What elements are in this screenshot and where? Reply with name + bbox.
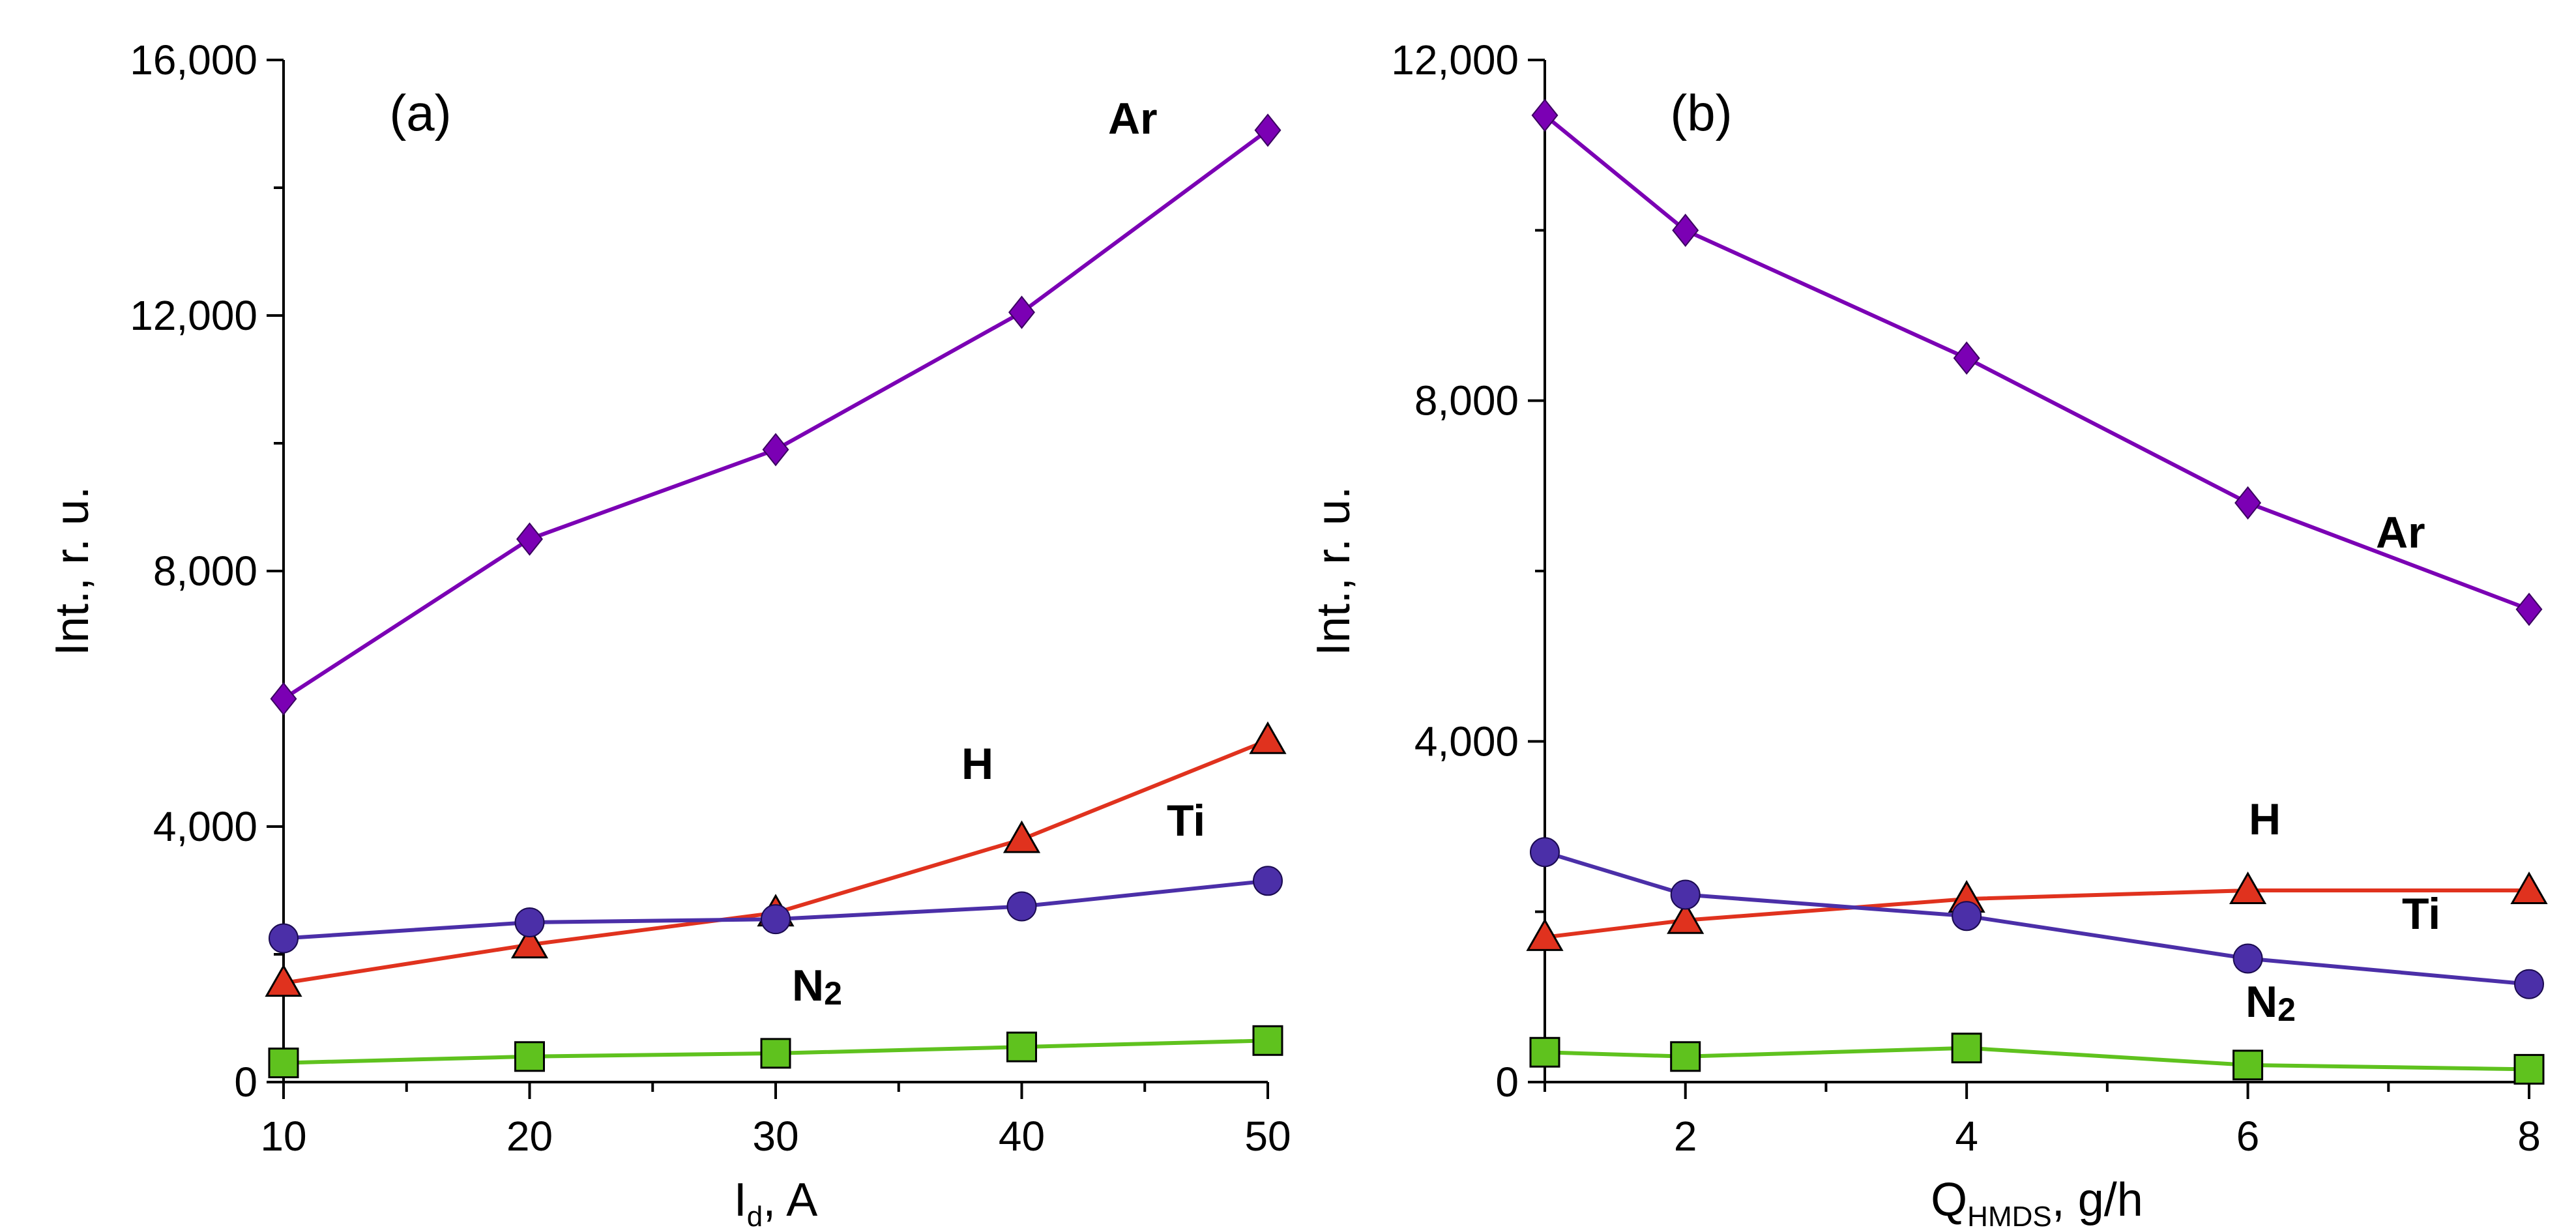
p1-marker-h xyxy=(2510,871,2548,904)
p0-x-tick-label: 30 xyxy=(752,1113,798,1160)
p0-marker-n2 xyxy=(1252,1025,1283,1056)
p1-panel-label: (b) xyxy=(1670,84,1732,141)
p1-x-tick-label: 2 xyxy=(1674,1113,1697,1160)
p0-marker-ar xyxy=(1254,113,1281,147)
p0-series-label-ti: Ti xyxy=(1167,796,1205,845)
p0-y-axis-title: Int., r. u. xyxy=(46,486,98,656)
panel-b: 0 4,000 8,000 12,000 2 4 6 8 QHMDS, g/h Int., r. … xyxy=(1308,37,2548,1232)
p0-series-label-n2: N2 xyxy=(792,961,842,1012)
p0-marker-ti xyxy=(1006,891,1037,922)
p0-y-tick-label: 16,000 xyxy=(130,37,257,83)
p1-marker-ti xyxy=(1530,837,1560,868)
panel-a: 0 4,000 8,000 12,000 16,000 10 20 30 40 50 Id, A In… xyxy=(46,37,1291,1232)
p1-series-label-h: H xyxy=(2249,795,2281,844)
p1-marker-n2 xyxy=(1670,1041,1701,1072)
p0-x-tick-label: 50 xyxy=(1244,1113,1291,1160)
p0-marker-ti xyxy=(761,904,791,935)
p0-series-label-ar: Ar xyxy=(1108,94,1158,143)
p1-series-label-ar: Ar xyxy=(2376,508,2425,557)
p0-y-tick-label: 4,000 xyxy=(153,803,257,850)
p1-marker-ti xyxy=(1670,879,1701,910)
p0-y-tick-label: 0 xyxy=(234,1059,257,1106)
p1-marker-h xyxy=(1526,918,1564,951)
p0-marker-n2 xyxy=(760,1038,791,1069)
p0-marker-n2 xyxy=(268,1048,299,1079)
p1-marker-h xyxy=(2229,871,2267,904)
p1-marker-ar xyxy=(2234,486,2262,520)
p1-marker-h xyxy=(1667,901,1705,934)
p0-series-line-h xyxy=(283,738,1269,986)
p0-marker-ar xyxy=(1008,295,1035,329)
p1-marker-n2 xyxy=(2232,1049,2264,1081)
p0-x-axis-title: Id, A xyxy=(734,1174,818,1232)
p0-y-tick-label: 12,000 xyxy=(130,292,257,339)
p1-marker-ti xyxy=(1952,901,1982,931)
p1-x-axis-title: QHMDS, g/h xyxy=(1931,1174,2143,1232)
p1-y-tick-label: 0 xyxy=(1495,1059,1519,1106)
p0-marker-ar xyxy=(762,433,789,467)
p1-marker-n2 xyxy=(2513,1053,2545,1085)
p1-series-label-ti: Ti xyxy=(2402,889,2440,939)
p0-marker-ti xyxy=(1253,866,1283,896)
p1-marker-n2 xyxy=(1951,1033,1982,1064)
p0-marker-ar xyxy=(516,522,543,556)
p0-marker-h xyxy=(265,964,302,997)
p1-marker-ar xyxy=(2515,593,2543,626)
p1-marker-ar xyxy=(1531,98,1559,132)
p0-marker-ti xyxy=(269,923,299,954)
p1-x-tick-label: 8 xyxy=(2517,1113,2541,1160)
p0-panel-label: (a) xyxy=(389,84,451,141)
p1-marker-ti xyxy=(2514,969,2544,999)
p0-x-tick-label: 10 xyxy=(260,1113,306,1160)
p0-marker-n2 xyxy=(1006,1031,1037,1063)
p1-series-label-n2: N2 xyxy=(2246,977,2296,1028)
p0-marker-ti xyxy=(514,907,545,937)
p1-x-tick-label: 6 xyxy=(2236,1113,2260,1160)
p0-marker-n2 xyxy=(514,1041,545,1072)
p1-y-axis-title: Int., r. u. xyxy=(1308,486,1360,656)
p0-x-tick-label: 40 xyxy=(999,1113,1045,1160)
p1-marker-ar xyxy=(1672,213,1699,247)
p0-marker-h xyxy=(1249,721,1287,754)
p1-marker-ti xyxy=(2232,943,2263,974)
p1-marker-ar xyxy=(1953,341,1980,375)
p1-marker-n2 xyxy=(1529,1036,1560,1068)
p1-y-tick-label: 12,000 xyxy=(1391,37,1519,83)
p1-x-tick-label: 4 xyxy=(1955,1113,1978,1160)
p0-y-tick-label: 8,000 xyxy=(153,548,257,594)
p0-series-line-ar xyxy=(282,128,1269,701)
p0-series-label-h: H xyxy=(961,739,993,789)
p1-y-tick-label: 8,000 xyxy=(1414,377,1519,424)
p1-y-tick-label: 4,000 xyxy=(1414,718,1519,765)
p0-marker-ar xyxy=(270,682,297,716)
p0-marker-h xyxy=(510,926,549,959)
p0-marker-h xyxy=(1003,820,1041,853)
p0-x-tick-label: 20 xyxy=(506,1113,553,1160)
